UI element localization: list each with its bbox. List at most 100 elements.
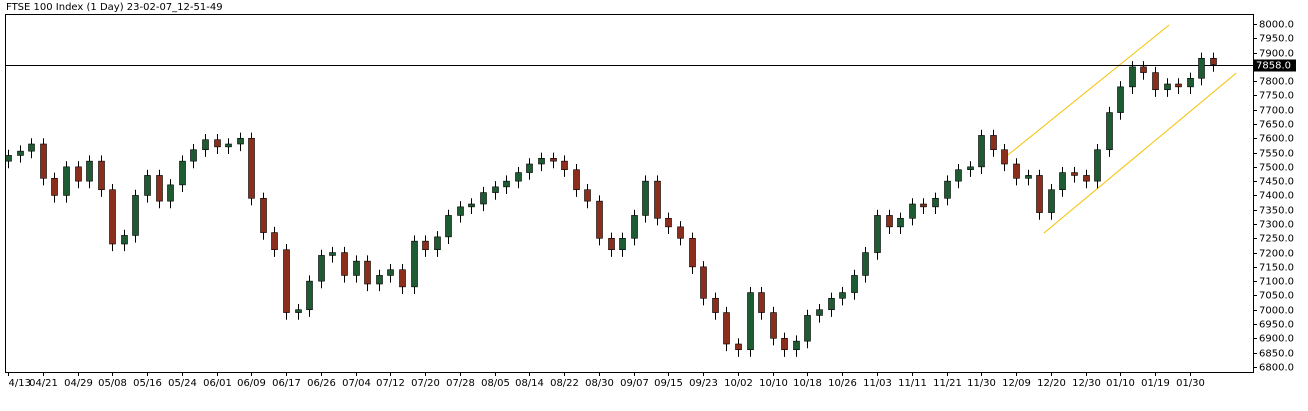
candle-body	[75, 166, 82, 182]
y-tick-label: 7800.0	[1259, 77, 1294, 88]
x-tick-label: 04/29	[64, 378, 93, 389]
y-tick-label: 7450.0	[1259, 177, 1294, 188]
candle-body	[1117, 86, 1124, 113]
candle-body	[1106, 112, 1113, 151]
candle-body	[399, 269, 406, 288]
y-tick-label: 7150.0	[1259, 263, 1294, 274]
candle-body	[492, 186, 499, 193]
candle-body	[434, 236, 441, 251]
candle-body	[503, 180, 510, 188]
candle-body	[28, 143, 35, 152]
candle-body	[874, 215, 881, 253]
candle-body	[167, 184, 174, 202]
x-tick-label: 07/12	[376, 378, 405, 389]
x-tick-label: 12/30	[1072, 378, 1101, 389]
candle-body	[932, 197, 939, 208]
candle-body	[608, 237, 615, 251]
y-tick-label: 7400.0	[1259, 191, 1294, 202]
y-tick-label: 6900.0	[1259, 334, 1294, 345]
candle-body	[561, 160, 568, 171]
y-tick-label: 7100.0	[1259, 277, 1294, 288]
x-tick-label: 05/16	[133, 378, 162, 389]
candle-body	[51, 177, 58, 196]
x-tick-label: 06/26	[307, 378, 336, 389]
x-tick-label: 10/26	[828, 378, 857, 389]
x-tick-label: 06/09	[237, 378, 266, 389]
x-tick-label: 09/23	[689, 378, 718, 389]
y-tick-label: 6800.0	[1259, 363, 1294, 374]
x-tick-label: 09/07	[620, 378, 649, 389]
x-tick-label: 07/04	[342, 378, 371, 389]
y-tick-label: 7600.0	[1259, 134, 1294, 145]
y-tick-label: 7700.0	[1259, 106, 1294, 117]
candle-body	[1210, 57, 1217, 65]
x-tick-label: 10/02	[724, 378, 753, 389]
candle-body	[677, 226, 684, 239]
candle-body	[63, 166, 70, 196]
candle-body	[295, 309, 302, 313]
candle-body	[758, 292, 765, 313]
candle-body	[689, 237, 696, 268]
candle-body	[468, 203, 475, 208]
candle-body	[515, 172, 522, 182]
candle-body	[990, 135, 997, 151]
candle-body	[1175, 83, 1182, 88]
candle-body	[411, 240, 418, 288]
y-tick-label: 7250.0	[1259, 234, 1294, 245]
candle-body	[422, 240, 429, 251]
candle-body	[920, 203, 927, 208]
candle-body	[202, 139, 209, 151]
y-tick-label: 8000.0	[1259, 20, 1294, 31]
y-tick-label: 7200.0	[1259, 249, 1294, 260]
candle-body	[40, 143, 47, 179]
plot-frame	[5, 14, 1254, 373]
candle-body	[17, 150, 24, 156]
x-tick-label: 05/08	[98, 378, 127, 389]
price-label-box	[1254, 59, 1296, 72]
candle-body	[619, 237, 626, 251]
candle-body	[526, 163, 533, 173]
chart-title: FTSE 100 Index (1 Day) 23-02-07_12-51-49	[6, 2, 223, 13]
candle-body	[318, 255, 325, 282]
candle-body	[862, 252, 869, 276]
x-tick-label: 06/01	[203, 378, 232, 389]
candle-body	[1140, 66, 1147, 73]
candle-body	[214, 139, 221, 148]
x-tick-label: 01/19	[1141, 378, 1170, 389]
candle-body	[5, 155, 12, 162]
trend-line	[1005, 24, 1170, 158]
x-tick-label: 12/09	[1002, 378, 1031, 389]
y-tick-label: 7000.0	[1259, 306, 1294, 317]
candle-body	[851, 275, 858, 293]
candle-body	[584, 189, 591, 202]
candle-body	[816, 309, 823, 316]
x-tick-label: 10/10	[759, 378, 788, 389]
y-tick-label: 7750.0	[1259, 91, 1294, 102]
y-tick-label: 6850.0	[1259, 349, 1294, 360]
candle-body	[1059, 172, 1066, 191]
candle-body	[839, 292, 846, 299]
candle-body	[955, 169, 962, 182]
candle-body	[121, 235, 128, 245]
candle-body	[804, 315, 811, 342]
x-tick-label: 05/24	[168, 378, 197, 389]
x-tick-label: 10/18	[793, 378, 822, 389]
candle-body	[642, 180, 649, 216]
price-label: 7858.0	[1256, 61, 1291, 72]
candle-body	[306, 280, 313, 311]
x-tick-label: 01/10	[1106, 378, 1135, 389]
candle-body	[550, 157, 557, 162]
candle-body	[179, 160, 186, 186]
x-tick-label: 4/13	[9, 378, 31, 389]
candle-body	[1198, 57, 1205, 79]
candle-body	[248, 137, 255, 199]
candle-body	[283, 249, 290, 313]
candle-body	[1164, 83, 1171, 91]
candle-body	[886, 215, 893, 228]
candle-body	[770, 312, 777, 339]
x-tick-label: 11/30	[967, 378, 996, 389]
x-tick-label: 08/14	[515, 378, 544, 389]
y-tick-label: 7550.0	[1259, 149, 1294, 160]
candle-body	[967, 166, 974, 171]
candle-body	[225, 143, 232, 148]
